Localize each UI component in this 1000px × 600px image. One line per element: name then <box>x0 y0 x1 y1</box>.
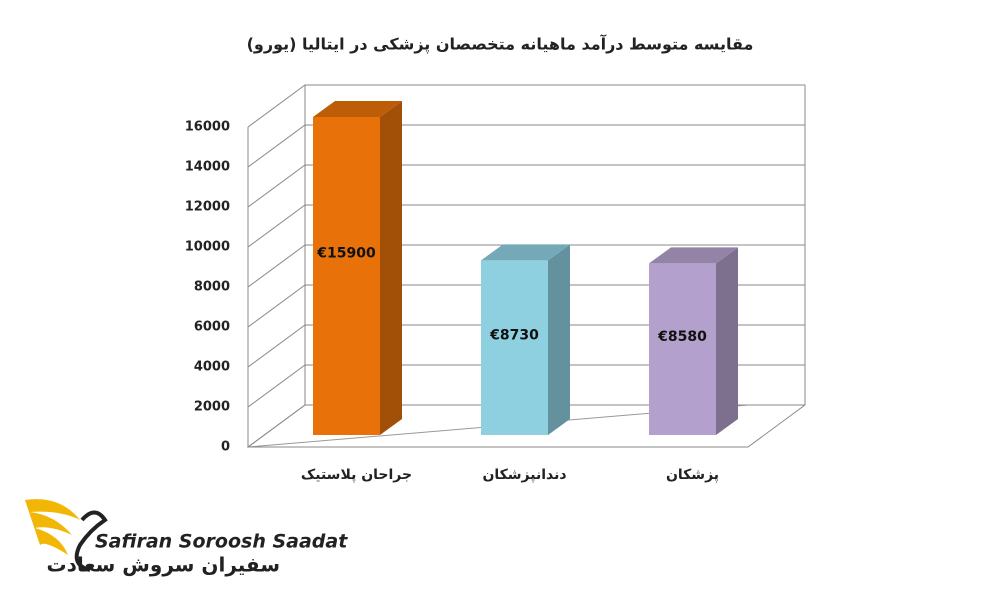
bar <box>649 263 716 435</box>
value-label: €15900 <box>316 246 376 262</box>
grid-line <box>247 124 805 168</box>
y-tick-label: 8000 <box>194 280 230 295</box>
bar-side <box>716 247 738 435</box>
y-tick-label: 12000 <box>185 200 230 215</box>
bar-top <box>481 244 570 261</box>
x-tick-label: جراحان پلاستیک <box>301 467 412 483</box>
bar-top <box>649 247 738 264</box>
x-tick-label: پزشکان <box>666 467 719 483</box>
grid-line <box>247 244 805 288</box>
logo-name-fa: سفیران سروش سعادت <box>47 553 281 577</box>
bar-top <box>313 101 402 117</box>
y-tick-label: 10000 <box>185 240 230 255</box>
grid-line <box>247 84 805 128</box>
bar-side <box>380 101 402 435</box>
grid-line <box>247 324 805 368</box>
y-tick-label: 16000 <box>185 120 230 135</box>
grid-line <box>247 404 805 448</box>
bar-side <box>548 244 570 435</box>
grid-line <box>247 364 805 408</box>
logo-name-en: Safiran Soroosh Saadat <box>95 531 348 553</box>
x-tick-label: دندانپزشکان <box>482 467 566 483</box>
logo-wing <box>25 499 80 555</box>
y-tick-label: 0 <box>221 440 230 455</box>
y-tick-label: 6000 <box>194 320 230 335</box>
grid-line <box>247 284 805 328</box>
y-tick-label: 14000 <box>185 160 230 175</box>
grid-line <box>247 164 805 208</box>
y-tick-label: 4000 <box>194 360 230 375</box>
bar <box>481 260 548 435</box>
value-label: €8580 <box>657 329 707 345</box>
logo-bird <box>74 510 108 572</box>
grid-line <box>247 204 805 248</box>
y-tick-label: 2000 <box>194 400 230 415</box>
floor-outline <box>248 404 806 448</box>
value-label: €8730 <box>489 327 539 343</box>
logo: Safiran Soroosh Saadat سفیران سروش سعادت <box>25 499 348 577</box>
chart-title: مقایسه متوسط درآمد ماهیانه متخصصان پزشکی… <box>247 34 754 55</box>
bar <box>313 117 380 435</box>
